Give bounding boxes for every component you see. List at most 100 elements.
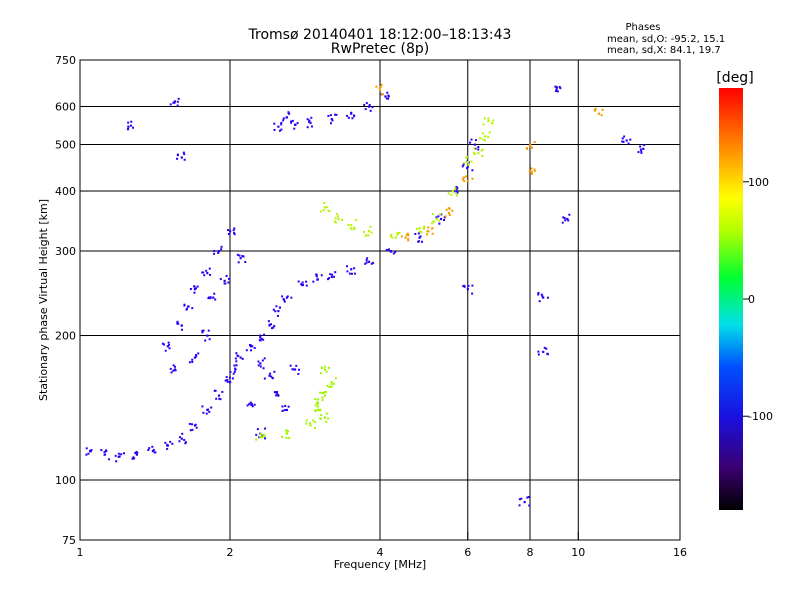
data-point-0-14 [259,334,262,337]
data-point-2-3-echo [310,125,313,128]
data-point-0-10-echo [225,376,228,379]
x-tick-label: 2 [227,546,234,559]
data-point-1-5-echo [217,252,220,255]
data-point-1-18-echo [251,405,254,408]
data-point-4-3 [367,230,371,233]
data-point-1-16 [285,408,288,412]
data-point-4-0-echo [323,201,326,204]
data-point-6-10-echo [527,496,530,499]
data-point-1-8-echo [188,361,191,364]
data-point-3-8 [323,416,327,419]
data-point-4-10-echo [481,138,484,141]
data-point-4-8-echo [467,161,470,164]
data-point-5-4-echo [533,141,536,144]
x-tick-label: 10 [571,546,585,559]
data-point-0-12-echo [241,357,244,360]
data-point-0-15-echo [273,324,276,327]
data-point-0-3-echo [133,457,136,460]
data-point-1-2-echo [183,304,186,307]
data-point-0-6-echo [181,432,184,435]
data-point-3-0-echo [261,436,264,439]
data-point-1-0-echo [162,343,165,346]
data-point-1-17-echo [297,372,300,375]
data-point-1-4-echo [205,269,208,272]
data-point-4-0 [323,206,327,209]
data-point-3-8-echo [319,417,322,420]
data-point-0-23-echo [389,250,392,253]
data-point-0-8-echo [208,410,211,413]
data-point-6-9-echo [543,346,546,349]
data-point-0-19-echo [315,273,318,276]
data-point-6-0-echo [127,121,130,124]
data-point-1-11 [223,279,226,283]
data-point-0-10-echo [228,376,231,379]
y-tick-label: 400 [55,185,76,198]
data-point-1-10-echo [214,298,217,301]
data-point-0-28-echo [477,148,480,151]
data-point-0-10-echo [224,379,227,382]
data-point-6-4-echo [622,140,625,143]
data-point-6-10 [523,500,526,504]
data-point-3-1 [285,432,288,435]
data-point-6-6-echo [537,291,540,294]
data-point-0-22-echo [365,259,368,262]
data-point-0-2-echo [115,460,118,463]
data-point-4-1-echo [334,221,337,224]
data-point-2-1-echo [288,112,291,115]
data-point-5-3-echo [462,176,465,179]
data-point-0-11-echo [232,372,235,375]
data-point-5-0 [404,236,407,239]
data-point-2-0-echo [278,129,281,132]
data-point-6-1-echo [173,101,176,104]
data-point-1-15-echo [275,394,278,397]
data-point-2-2-echo [291,119,294,122]
data-point-1-11-echo [224,282,227,285]
data-point-1-6-echo [227,229,230,232]
data-point-2-4-echo [333,113,336,116]
data-point-4-6-echo [431,213,434,216]
data-point-5-1-echo [431,227,434,230]
data-point-6-0 [127,125,130,128]
data-point-3-7-echo [316,405,319,408]
data-point-6-0-echo [127,127,130,130]
data-point-1-10-echo [209,296,212,299]
data-point-0-22-echo [370,262,373,265]
data-point-0-19-echo [312,280,315,283]
colorbar-tick-label: 0 [748,293,755,306]
data-point-0-0-echo [88,449,91,452]
data-point-4-9 [477,152,480,155]
data-point-1-9-echo [204,339,207,342]
data-point-1-9-echo [207,329,210,332]
y-tick-label: 500 [55,139,76,152]
data-point-3-0-echo [263,434,266,437]
data-point-2-3-echo [306,118,309,121]
data-point-2-2-echo [290,121,293,124]
data-point-3-6 [323,368,327,371]
data-point-4-7-echo [450,193,453,196]
data-point-6-1 [173,100,177,103]
data-point-6-3 [554,85,557,88]
data-point-0-15-echo [269,323,272,326]
data-point-0-14-echo [263,333,266,336]
data-point-0-12 [239,356,242,359]
data-point-0-13-echo [250,349,253,352]
data-point-6-2-echo [182,151,185,154]
data-point-5-1-echo [431,232,434,235]
data-point-0-20-echo [326,278,329,281]
data-point-5-5-echo [530,167,533,170]
data-point-0-25-echo [440,213,443,216]
data-point-0-7-echo [188,422,191,425]
data-point-2-5-echo [353,114,356,117]
data-point-5-0-echo [407,234,410,237]
data-point-2-1-echo [287,111,290,114]
y-tick-label: 200 [55,330,76,343]
data-point-1-13-echo [261,359,264,362]
data-point-0-16-echo [272,308,275,311]
data-point-5-0-echo [405,233,408,236]
data-point-0-15-echo [272,326,275,329]
data-point-0-17-echo [281,295,284,298]
data-point-6-1-echo [176,100,179,103]
data-point-5-4-echo [529,146,532,149]
data-point-0-19-echo [316,278,319,281]
data-point-3-7-echo [321,396,324,399]
